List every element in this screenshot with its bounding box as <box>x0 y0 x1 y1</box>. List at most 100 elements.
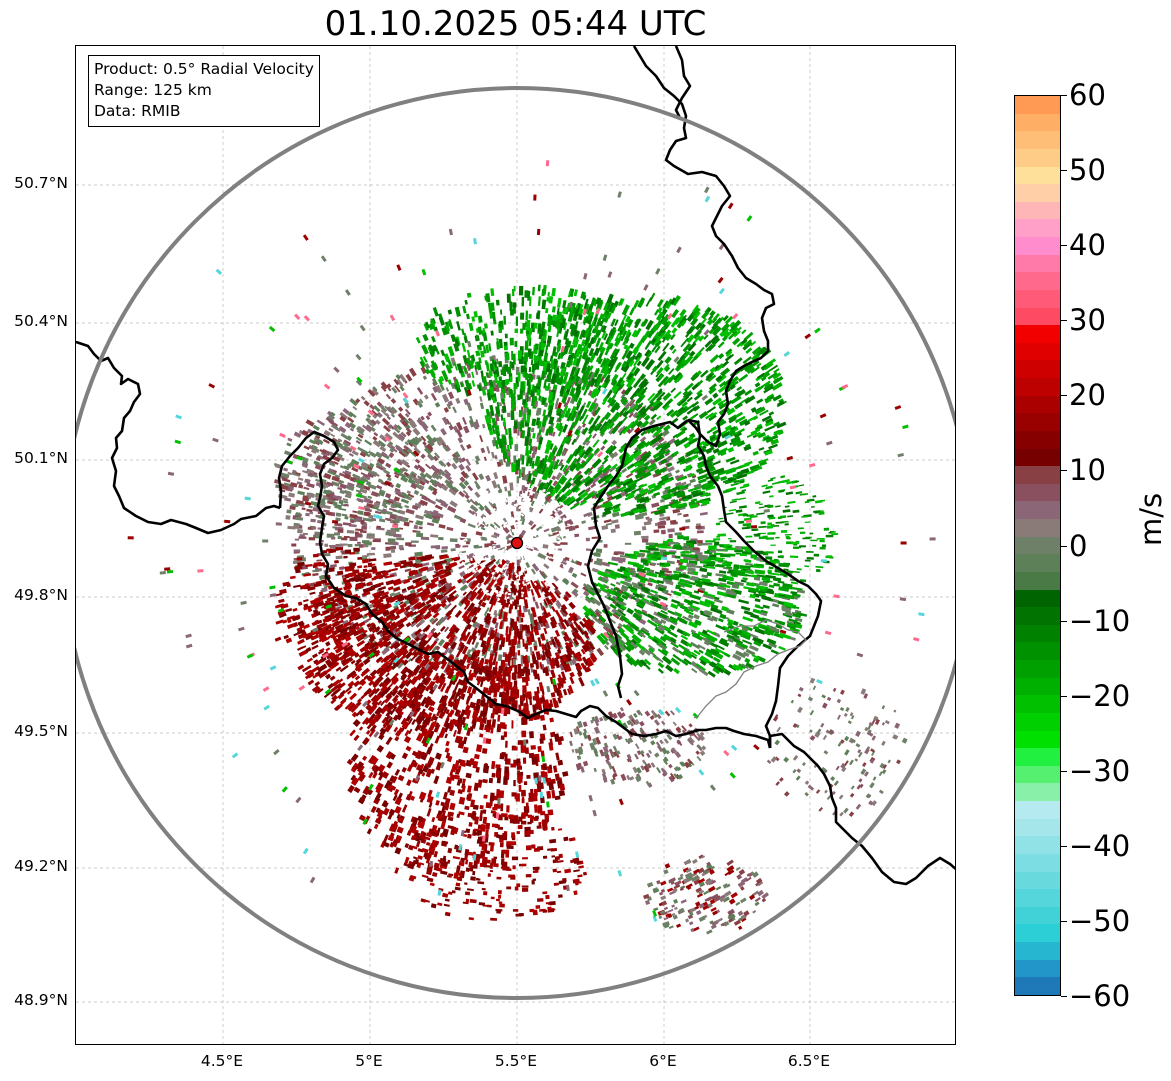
echo-gate <box>355 436 363 442</box>
echo-gate <box>431 617 439 625</box>
echo-gate <box>457 437 464 444</box>
echo-gate <box>697 473 708 481</box>
echo-gate <box>792 570 800 574</box>
echo-gate <box>606 489 614 496</box>
echo-gate <box>527 409 532 416</box>
echo-gate <box>679 426 686 432</box>
echo-gate <box>496 461 502 467</box>
echo-gate <box>782 509 791 513</box>
echo-gate <box>667 437 676 446</box>
echo-gate <box>520 365 525 373</box>
echo-gate <box>481 423 486 429</box>
echo-gate <box>336 455 345 462</box>
echo-gate <box>583 467 592 476</box>
echo-gate <box>430 465 438 472</box>
echo-gate <box>756 512 765 516</box>
echo-gate <box>345 492 352 498</box>
echo-gate <box>697 379 704 386</box>
echo-gate <box>803 492 809 496</box>
echo-gate <box>546 552 554 558</box>
echo-gate <box>736 440 746 448</box>
echo-gate <box>515 366 520 376</box>
echo-gate <box>466 402 473 412</box>
echo-gate <box>509 482 514 491</box>
echo-gate <box>344 516 349 520</box>
echo-gate <box>477 326 483 335</box>
echo-gate <box>689 355 699 365</box>
echo-gate <box>295 516 304 521</box>
echo-gate <box>692 547 699 551</box>
echo-gate <box>434 401 441 408</box>
echo-gate <box>659 543 668 547</box>
echo-gate <box>661 375 669 384</box>
echo-gate <box>691 668 698 674</box>
echo-gate <box>366 552 375 556</box>
echo-gate <box>465 464 472 472</box>
echo-gate <box>819 539 825 543</box>
echo-gate <box>611 463 618 470</box>
echo-gate <box>532 286 535 296</box>
echo-gate <box>419 618 426 625</box>
echo-gate <box>670 603 679 610</box>
echo-gate <box>625 472 634 479</box>
echo-gate <box>620 298 625 306</box>
echo-gate <box>409 589 416 595</box>
echo-gate <box>777 550 783 554</box>
echo-gate <box>363 497 371 504</box>
echo-gate <box>321 451 329 457</box>
echo-gate <box>743 339 753 348</box>
echo-gate <box>386 477 392 482</box>
echo-gate <box>655 472 662 478</box>
echo-gate <box>339 415 347 423</box>
echo-gate <box>595 548 603 553</box>
echo-gate <box>707 670 716 678</box>
echo-gate <box>635 395 643 405</box>
echo-gate <box>801 515 809 518</box>
echo-gate <box>287 437 293 442</box>
echo-gate <box>403 444 410 451</box>
echo-gate <box>548 498 553 504</box>
echo-gate <box>551 306 556 313</box>
echo-gate <box>686 334 695 343</box>
echo-gate <box>486 446 491 454</box>
echo-gate <box>348 621 355 628</box>
echo-gate <box>725 350 733 357</box>
echo-gate <box>610 583 616 587</box>
echo-gate <box>719 327 730 338</box>
echo-gate <box>399 373 407 383</box>
echo-gate <box>313 447 320 453</box>
echo-gate <box>287 471 293 476</box>
radar-map[interactable] <box>75 45 956 1045</box>
echo-gate <box>812 495 817 498</box>
echo-gate <box>693 483 702 488</box>
echo-gate <box>420 536 430 541</box>
echo-gate <box>511 463 516 473</box>
echo-gate <box>377 478 383 484</box>
echo-gate <box>620 511 632 518</box>
echo-gate <box>326 533 335 538</box>
echo-gate <box>518 285 524 296</box>
echo-gate <box>708 343 716 352</box>
echo-gate <box>527 348 532 356</box>
map-title: 01.10.2025 05:44 UTC <box>324 4 707 44</box>
echo-gate <box>503 345 508 351</box>
echo-gate <box>367 483 377 490</box>
echo-gate <box>304 478 311 484</box>
echo-gate <box>677 512 682 516</box>
echo-gate <box>513 383 518 389</box>
echo-gate <box>647 582 653 587</box>
echo-gate <box>747 415 758 423</box>
echo-gate <box>466 373 472 379</box>
echo-gate <box>425 581 431 586</box>
echo-gate <box>414 571 423 578</box>
echo-gate <box>430 392 438 402</box>
echo-gate <box>372 436 378 441</box>
echo-gate <box>392 431 399 438</box>
echo-gate <box>514 444 519 452</box>
echo-gate <box>354 543 360 547</box>
echo-gate <box>555 602 561 610</box>
echo-gate <box>661 429 670 437</box>
echo-gate <box>604 474 614 483</box>
echo-gate <box>647 553 655 558</box>
echo-gate <box>552 459 560 470</box>
